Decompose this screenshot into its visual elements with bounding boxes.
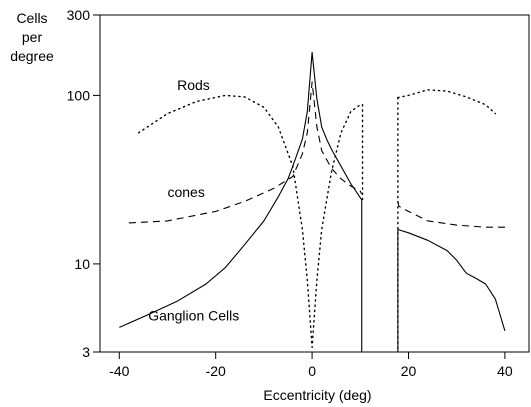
series-label: cones (167, 184, 204, 200)
y-axis-title-line: Cells (16, 10, 47, 26)
series-label: Ganglion Cells (148, 308, 239, 324)
y-tick-label: 3 (82, 344, 90, 360)
series-layer (119, 51, 506, 353)
series-line-segment (397, 228, 506, 332)
series-line-segment (128, 81, 363, 224)
y-axis-title-line: per (22, 29, 43, 45)
x-axis-title: Eccentricity (deg) (263, 387, 371, 403)
series-line-segment (397, 89, 496, 115)
y-axis-title-line: degree (10, 48, 54, 64)
series-label: Rods (177, 77, 210, 93)
series-line-segment (397, 201, 505, 228)
x-tick-label: -20 (206, 363, 226, 379)
series-line-segment (119, 51, 363, 328)
plot-frame (99, 14, 530, 353)
series-rods (137, 89, 496, 348)
series-cones (128, 81, 505, 228)
series-labels: Rods cones Ganglion Cells (148, 77, 239, 324)
x-tick-label: 40 (497, 363, 513, 379)
y-axis-title: Cells per degree (10, 10, 54, 64)
x-tick-label: 0 (308, 363, 316, 379)
x-axis-ticks: -40 -20 0 20 40 (109, 352, 513, 379)
x-tick-label: 20 (401, 363, 417, 379)
x-tick-label: -40 (109, 363, 129, 379)
y-tick-label: 300 (67, 7, 91, 23)
y-tick-label: 100 (67, 87, 91, 103)
series-line-segment (137, 94, 361, 348)
y-axis-ticks: 3 10 100 300 (67, 7, 100, 360)
y-tick-label: 10 (74, 256, 90, 272)
series-ganglion-cells (119, 51, 506, 332)
